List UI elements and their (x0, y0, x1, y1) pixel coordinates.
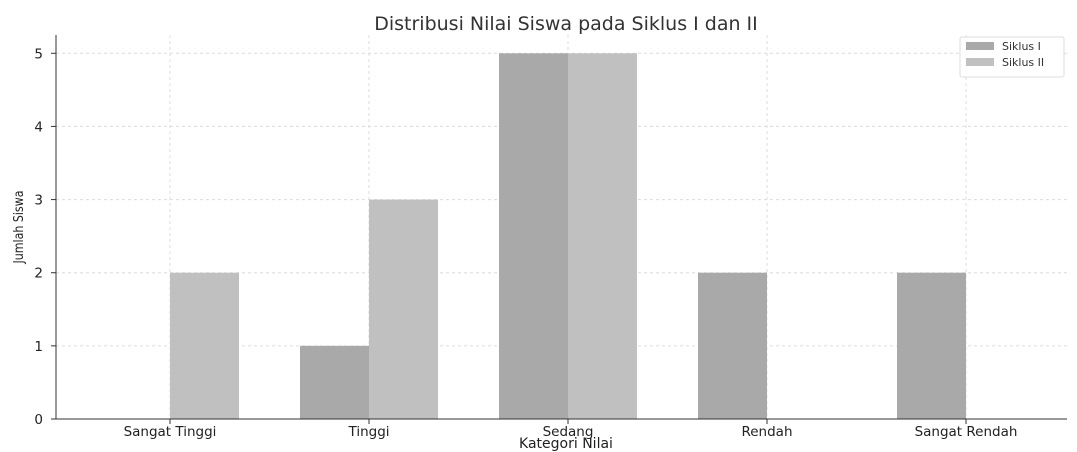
x-axis-label: Kategori Nilai (519, 436, 613, 452)
legend: Siklus I Siklus II (959, 36, 1065, 78)
x-tick-label: Sangat Rendah (915, 424, 1018, 440)
bar-siklus-1 (698, 272, 767, 419)
legend-swatch (966, 58, 994, 66)
x-tick-label: Rendah (741, 424, 792, 440)
bar-siklus-1 (897, 272, 966, 419)
bars-group (170, 53, 966, 420)
y-tick-label: 4 (34, 119, 43, 135)
y-tick-label: 0 (34, 412, 43, 428)
x-tick-label: Sangat Tinggi (124, 424, 217, 440)
y-axis-label: Jumlah Siswa (11, 191, 26, 265)
bar-siklus-2 (568, 53, 637, 420)
chart-title: Distribusi Nilai Siswa pada Siklus I dan… (374, 13, 758, 35)
bar-siklus-1 (499, 53, 568, 420)
bar-siklus-2 (369, 199, 438, 419)
y-tick-label: 1 (34, 339, 43, 355)
y-ticks: 0 1 2 3 4 5 (34, 46, 56, 428)
x-tick-label: Sedang (543, 424, 594, 440)
bar-siklus-2 (170, 272, 239, 419)
y-tick-label: 2 (34, 266, 43, 282)
y-tick-label: 5 (34, 46, 43, 62)
x-tick-label: Tinggi (347, 424, 389, 440)
x-ticks: Sangat Tinggi Tinggi Sedang Rendah Sangat Re… (124, 419, 1018, 440)
y-tick-label: 3 (34, 193, 43, 209)
legend-label: Siklus II (1002, 56, 1044, 69)
legend-swatch (966, 42, 994, 50)
bar-siklus-1 (300, 345, 369, 419)
legend-label: Siklus I (1002, 40, 1041, 53)
